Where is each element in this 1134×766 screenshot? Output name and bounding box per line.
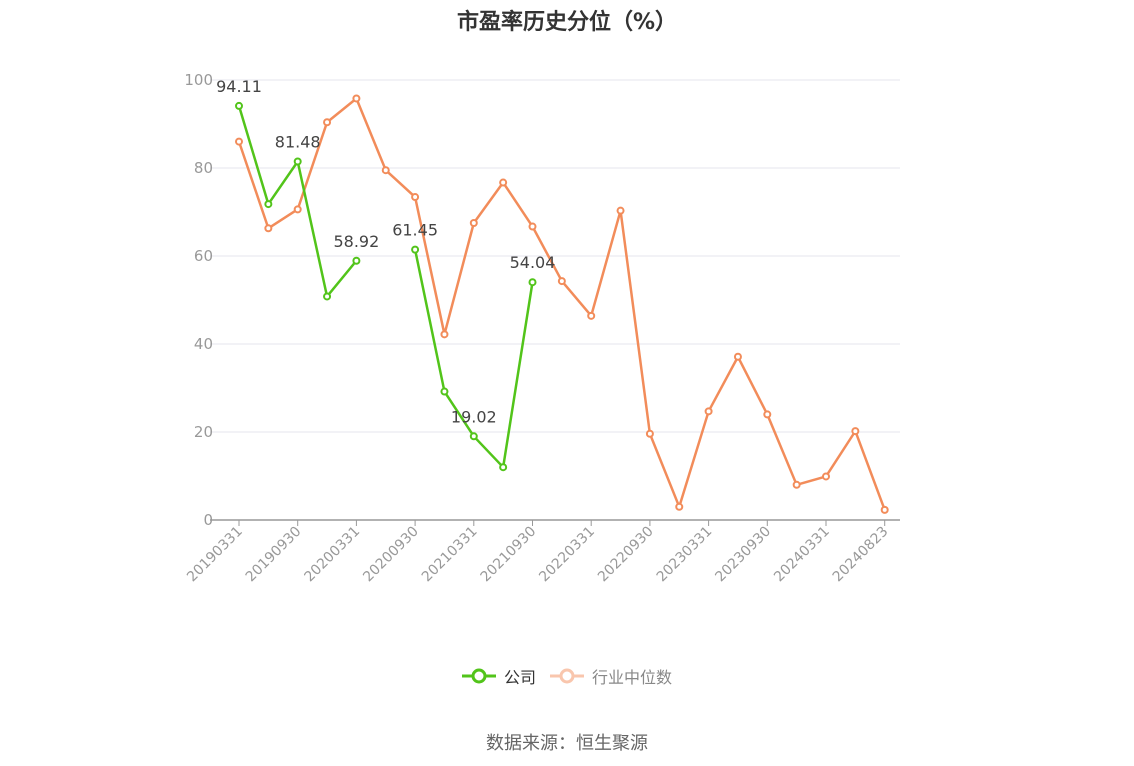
company-data-label: 58.92 <box>333 232 379 251</box>
industry-data-point <box>616 206 625 215</box>
industry-data-point <box>499 178 508 187</box>
x-tick-label: 20240331 <box>771 524 833 586</box>
x-tick-label: 20230331 <box>654 524 716 586</box>
company-data-point <box>469 432 478 441</box>
x-tick-label: 20220930 <box>595 524 657 586</box>
x-tick-label: 20210930 <box>478 524 540 586</box>
industry-data-point <box>235 137 243 146</box>
industry-data-point <box>792 480 801 489</box>
industry-data-point <box>381 166 390 175</box>
x-tick-label: 20190331 <box>184 524 246 586</box>
industry-data-point <box>352 94 361 103</box>
company-data-label: 94.11 <box>216 77 262 96</box>
legend-item-industry[interactable]: 行业中位数 <box>550 664 672 688</box>
company-data-point <box>235 101 243 110</box>
x-tick-label: 20190930 <box>243 524 305 586</box>
industry-data-point <box>880 505 889 514</box>
industry-data-point <box>851 427 860 436</box>
industry-data-point <box>733 352 742 361</box>
y-tick-label: 100 <box>184 71 213 89</box>
data-label-layer: 94.11 81.48 58.92 61.45 19.02 54.04 <box>216 77 555 426</box>
industry-data-point <box>411 193 420 202</box>
industry-series-line <box>237 97 886 511</box>
x-tick-label: 20210331 <box>419 524 481 586</box>
company-data-point <box>323 292 332 301</box>
company-data-point <box>411 245 420 254</box>
industry-data-point <box>675 502 684 511</box>
legend-item-company[interactable]: 公司 <box>461 664 536 688</box>
industry-data-point <box>763 410 772 419</box>
series-layer <box>235 94 889 514</box>
company-data-point <box>528 278 537 287</box>
legend-industry-line-icon <box>550 668 584 684</box>
y-tick-label: 60 <box>194 247 213 265</box>
industry-data-point <box>264 224 273 233</box>
x-tick-label: 20240823 <box>830 524 892 586</box>
legend: 公司 行业中位数 <box>0 664 1134 688</box>
x-tick-label: 20220331 <box>536 524 598 586</box>
company-data-label: 81.48 <box>275 132 321 151</box>
x-tick-label: 20200930 <box>360 524 422 586</box>
industry-data-point <box>293 205 302 214</box>
company-data-point <box>499 463 508 472</box>
legend-label-industry: 行业中位数 <box>592 668 673 687</box>
company-data-point <box>293 157 302 166</box>
industry-data-point <box>323 118 332 127</box>
company-data-label: 54.04 <box>510 253 556 272</box>
company-data-point <box>440 387 449 396</box>
y-tick-label: 0 <box>203 511 213 529</box>
legend-label-company: 公司 <box>503 668 536 687</box>
y-tick-label: 40 <box>194 335 213 353</box>
industry-data-point <box>440 330 449 339</box>
industry-data-point <box>557 277 566 286</box>
company-data-label: 61.45 <box>392 221 438 240</box>
industry-data-point <box>645 429 654 438</box>
x-tick-label: 20200331 <box>302 524 364 586</box>
data-source: 数据来源：恒生聚源 <box>486 733 648 754</box>
chart-title: 市盈率历史分位（%） <box>456 10 678 35</box>
grid-layer <box>210 79 900 433</box>
industry-data-point <box>587 311 596 320</box>
industry-data-point <box>528 222 537 231</box>
industry-data-point <box>704 407 713 416</box>
company-data-label: 19.02 <box>451 407 497 426</box>
x-tick-label: 20230930 <box>712 524 774 586</box>
company-data-point <box>264 200 273 209</box>
y-tick-label: 80 <box>194 159 213 177</box>
legend-company-line-icon <box>461 668 496 684</box>
company-data-point <box>352 256 361 265</box>
industry-data-point <box>822 472 830 481</box>
industry-data-point <box>469 219 478 227</box>
y-tick-label: 20 <box>194 423 213 441</box>
